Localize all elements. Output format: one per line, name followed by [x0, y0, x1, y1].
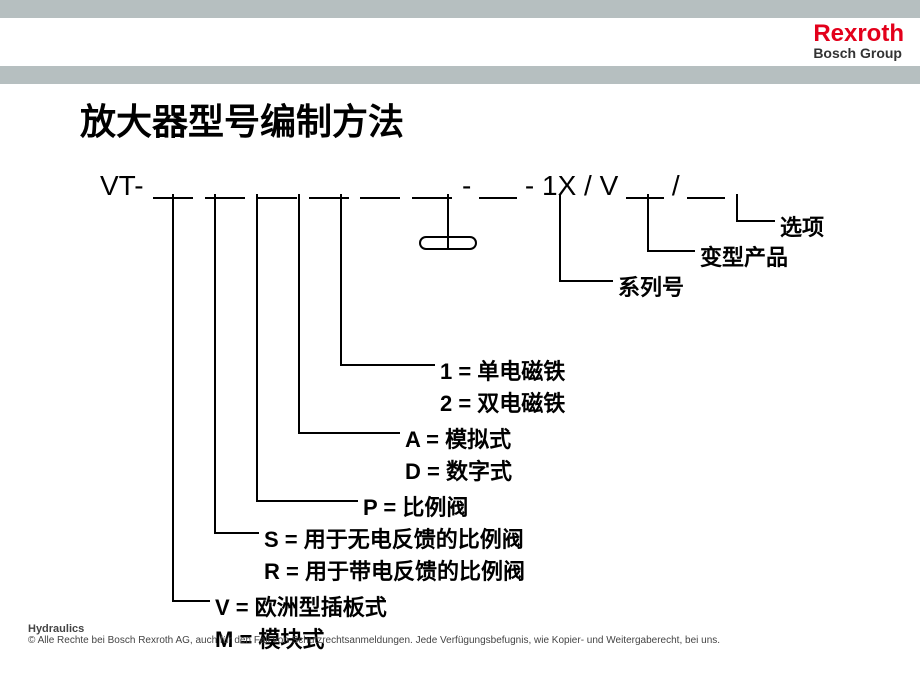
label-typeD: D = 数字式 [405, 454, 512, 486]
logo-brand: Rexroth [813, 22, 904, 46]
footer-copyright: © Alle Rechte bei Bosch Rexroth AG, auch… [28, 635, 720, 646]
logo-band: Rexroth Bosch Group [0, 18, 920, 66]
label-styleV: V = 欧洲型插板式 [215, 590, 387, 622]
footer-heading: Hydraulics [28, 623, 720, 635]
label-feedbackR: R = 用于带电反馈的比例阀 [264, 554, 525, 586]
label-feedbackS: S = 用于无电反馈的比例阀 [264, 522, 524, 554]
label-valveP: P = 比例阀 [363, 490, 468, 522]
content-area: 放大器型号编制方法 VT- - - 1X / V / 选项 变型产品 系列号 1… [0, 84, 920, 654]
label-solenoid2: 2 = 双电磁铁 [440, 386, 565, 418]
label-option: 选项 [780, 210, 824, 242]
top-gray-band [0, 0, 920, 18]
label-typeA: A = 模拟式 [405, 422, 511, 454]
logo-group: Bosch Group [813, 46, 904, 61]
label-solenoid1: 1 = 单电磁铁 [440, 354, 565, 386]
footer: Hydraulics © Alle Rechte bei Bosch Rexro… [28, 623, 720, 646]
label-series: 系列号 [618, 270, 684, 302]
mid-gray-band [0, 66, 920, 84]
logo: Rexroth Bosch Group [813, 18, 904, 61]
label-variant: 变型产品 [700, 240, 788, 272]
